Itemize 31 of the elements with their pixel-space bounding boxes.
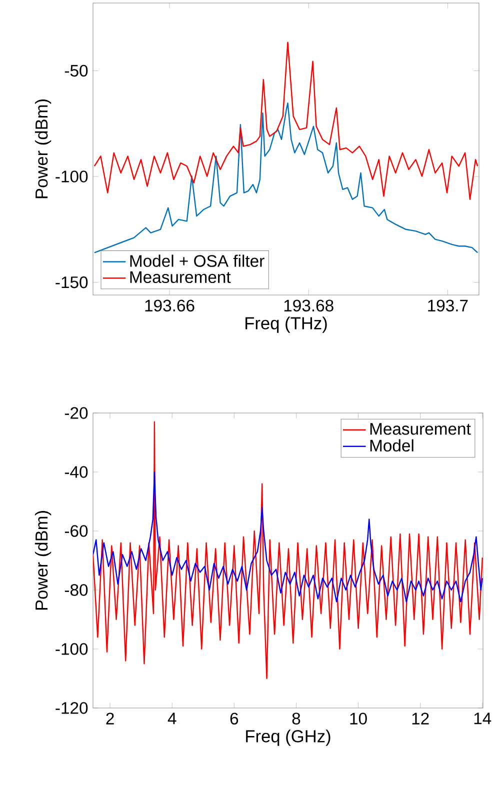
y-axis-title: Power (dBm) — [34, 511, 52, 610]
x-tick-label: 14 — [474, 712, 492, 724]
legend-label: Measurement — [370, 423, 471, 435]
line-series — [93, 471, 483, 602]
line-series — [94, 102, 478, 254]
x-tick-label: 193.66 — [145, 300, 194, 312]
x-axis-title: Freq (GHz) — [246, 730, 330, 746]
y-tick-label: -100 — [56, 170, 88, 182]
legend-label: Model — [370, 439, 414, 452]
x-tick-label: 193.7 — [428, 300, 468, 312]
legend-label: Measurement — [130, 271, 231, 284]
legend-label: Model + OSA filter — [130, 254, 264, 267]
x-tick-label: 2 — [106, 712, 114, 724]
x-tick-label: 6 — [230, 712, 238, 725]
y-tick-label: -60 — [64, 525, 88, 537]
line-series — [94, 42, 478, 200]
y-tick-label: -40 — [64, 466, 88, 478]
line-series — [93, 421, 483, 680]
y-tick-label: -80 — [64, 584, 88, 596]
x-tick-label: 10 — [350, 712, 367, 725]
x-tick-label: 12 — [412, 712, 429, 724]
y-axis-title: Power (dBm) — [34, 100, 52, 198]
x-axis-title: Freq (THz) — [246, 316, 327, 333]
x-tick-label: 193.68 — [284, 300, 334, 312]
y-tick-label: -100 — [56, 643, 88, 655]
x-tick-label: 8 — [292, 712, 300, 725]
y-tick-label: -150 — [56, 276, 88, 288]
x-tick-label: 4 — [168, 712, 176, 724]
y-tick-label: -120 — [56, 702, 88, 714]
y-tick-label: -50 — [64, 64, 88, 77]
y-tick-label: -20 — [64, 407, 88, 419]
